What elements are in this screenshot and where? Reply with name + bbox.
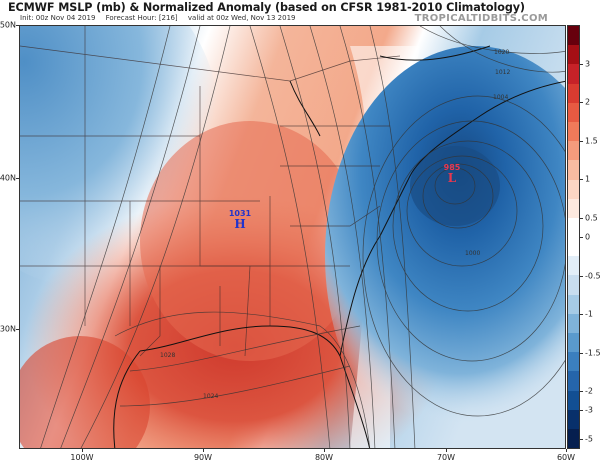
forecast-hour: Forecast Hour: [216]: [105, 14, 178, 22]
pressure-value: 1031: [228, 209, 252, 218]
colorbar-segment: [568, 179, 579, 199]
colorbar-tick-label: 1: [585, 174, 591, 184]
colorbar-segment: [568, 160, 579, 180]
pressure-value: 985: [443, 163, 461, 172]
colorbar-tick-label: 2: [585, 97, 591, 107]
isobar-label: 1028: [160, 352, 176, 359]
longitude-tick: [566, 449, 567, 452]
colorbar-tick-label: 3: [585, 59, 591, 69]
longitude-label: 90W: [193, 453, 213, 462]
colorbar-tick: [580, 102, 583, 104]
isobar-label: 1012: [495, 69, 511, 76]
colorbar-segment: [568, 371, 579, 391]
colorbar-segment: [568, 102, 579, 122]
colorbar-tick-label: 0.5: [585, 213, 598, 223]
valid-time: valid at 00z Wed, Nov 13 2019: [187, 14, 296, 22]
colorbar-tick: [580, 237, 583, 238]
colorbar-tick: [580, 217, 583, 219]
colorbar-segment: [568, 26, 579, 46]
colorbar-segment: [568, 390, 579, 410]
colorbar-tick-label: 0: [585, 232, 591, 242]
colorbar-segment: [568, 256, 579, 276]
colorbar-tick: [580, 140, 583, 142]
latitude-label: 30N: [0, 324, 16, 334]
high-pressure-center: 1031 H: [226, 209, 254, 231]
colorbar-segment: [568, 333, 579, 353]
colorbar-segment: [568, 313, 579, 333]
colorbar-tick-label: -0.5: [585, 271, 600, 281]
colorbar-tick: [580, 391, 583, 393]
map-subtitle: Init: 00z Nov 04 2019 Forecast Hour: [21…: [20, 14, 304, 22]
colorbar-segment: [568, 64, 579, 84]
longitude-tick: [324, 449, 325, 452]
colorbar-segment: [568, 237, 579, 257]
colorbar-tick-label: -1: [585, 309, 593, 319]
colorbar-tick-label: -1.5: [585, 348, 600, 358]
colorbar-tick-label: -3: [585, 405, 593, 415]
colorbar-segment: [568, 275, 579, 295]
isobar-label: 1004: [493, 94, 509, 101]
colorbar-tick: [580, 63, 583, 65]
colorbar-segment: [568, 141, 579, 161]
colorbar-segment: [568, 294, 579, 314]
longitude-label: 70W: [436, 453, 456, 462]
longitude-tick: [203, 449, 204, 452]
latitude-tick: [16, 25, 19, 26]
colorbar-tick: [580, 410, 583, 412]
colorbar-tick-label: -5: [585, 434, 593, 444]
latitude-label: 50N: [0, 20, 16, 30]
colorbar-tick: [580, 352, 583, 354]
colorbar-tick: [580, 439, 583, 441]
colorbar-segment: [568, 409, 579, 429]
brand-watermark: TROPICALTIDBITS.COM: [414, 13, 548, 24]
init-time: Init: 00z Nov 04 2019: [20, 14, 96, 22]
colorbar-segment: [568, 352, 579, 372]
colorbar-tick: [580, 179, 583, 181]
colorbar-tick: [580, 275, 583, 277]
high-symbol-icon: H: [234, 217, 246, 231]
weather-map: [19, 25, 566, 449]
longitude-label: 100W: [70, 453, 94, 462]
colorbar-segment: [568, 45, 579, 65]
colorbar: [567, 25, 580, 449]
map-graphic: [20, 26, 565, 448]
latitude-tick: [16, 178, 19, 179]
isobar-label: 1000: [465, 250, 481, 257]
colorbar-tick: [580, 314, 583, 316]
latitude-label: 40N: [0, 173, 16, 183]
longitude-label: 60W: [556, 453, 576, 462]
isobar-label: 1024: [203, 393, 219, 400]
colorbar-segment: [568, 428, 579, 449]
longitude-label: 80W: [314, 453, 334, 462]
isobar-label: 1020: [494, 49, 510, 56]
colorbar-segment: [568, 198, 579, 218]
latitude-tick: [16, 329, 19, 330]
low-pressure-center: 985 L: [438, 163, 466, 185]
colorbar-tick-label: 1.5: [585, 136, 598, 146]
colorbar-segment: [568, 83, 579, 103]
map-title: ECMWF MSLP (mb) & Normalized Anomaly (ba…: [8, 1, 525, 14]
longitude-tick: [82, 449, 83, 452]
longitude-tick: [446, 449, 447, 452]
colorbar-segment: [568, 217, 579, 238]
low-symbol-icon: L: [447, 171, 457, 185]
colorbar-tick-label: -2: [585, 386, 593, 396]
colorbar-segment: [568, 121, 579, 142]
